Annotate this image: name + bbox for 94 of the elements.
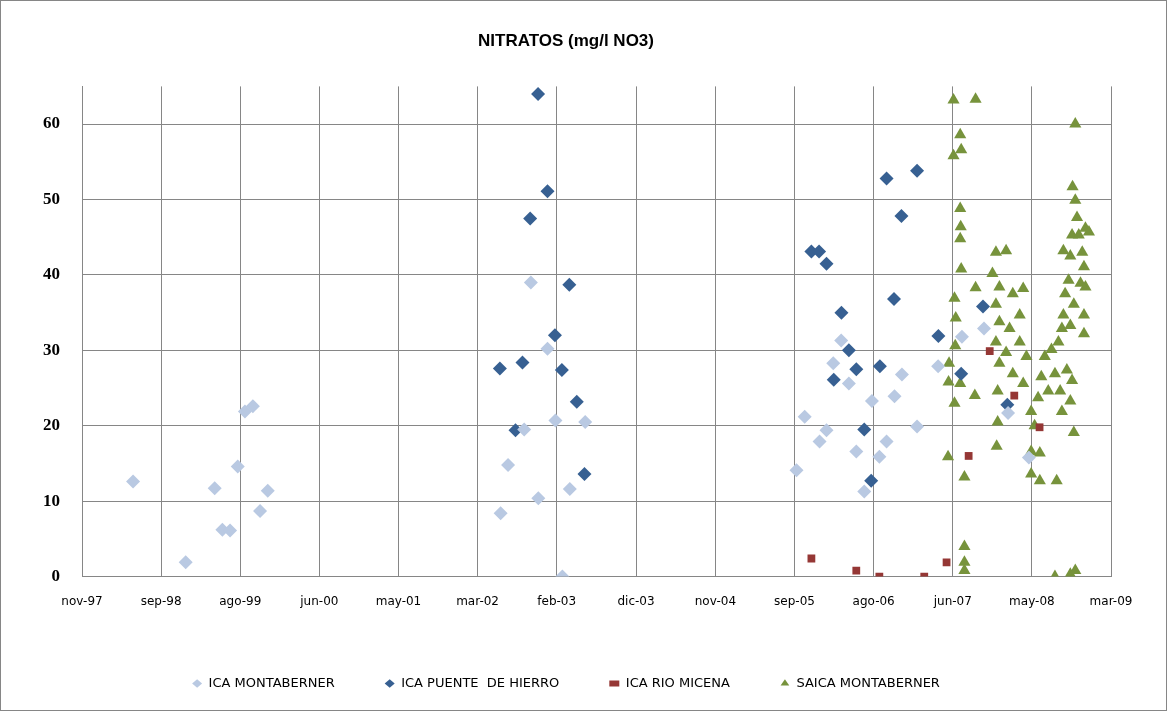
point bbox=[578, 415, 593, 429]
x-tick-label: nov-04 bbox=[694, 593, 737, 608]
x-tick-label: sep-98 bbox=[140, 593, 182, 608]
point bbox=[910, 419, 925, 434]
x-tick-label: may-08 bbox=[1009, 593, 1055, 608]
point bbox=[540, 341, 555, 356]
point bbox=[253, 503, 268, 518]
point bbox=[872, 449, 887, 464]
y-tick-label: 60 bbox=[43, 113, 60, 133]
y-tick-label: 30 bbox=[43, 339, 60, 359]
point bbox=[554, 362, 569, 377]
point bbox=[834, 333, 849, 348]
point bbox=[547, 328, 562, 343]
point bbox=[245, 399, 260, 414]
legend-label: ICA PUENTE DE HIERRO bbox=[401, 674, 560, 690]
x-tick-label: dic-03 bbox=[617, 593, 655, 608]
point bbox=[864, 393, 879, 408]
x-tick-label: ago-06 bbox=[852, 593, 895, 608]
point bbox=[985, 347, 994, 355]
point bbox=[230, 459, 245, 474]
point bbox=[872, 359, 887, 374]
x-tick-label: jun-00 bbox=[299, 593, 339, 608]
point bbox=[1035, 423, 1044, 432]
point bbox=[1021, 450, 1036, 465]
x-tick-label: jun-07 bbox=[932, 593, 972, 608]
point bbox=[894, 367, 909, 382]
x-tick-label: sep-05 bbox=[774, 593, 815, 608]
point bbox=[493, 506, 508, 521]
point bbox=[942, 558, 951, 567]
point bbox=[501, 457, 516, 472]
legend-label: SAICA MONTABERNER bbox=[796, 674, 940, 690]
point bbox=[517, 422, 532, 437]
point bbox=[864, 473, 879, 488]
point bbox=[789, 463, 804, 478]
y-tick-label: 40 bbox=[43, 264, 60, 284]
point bbox=[954, 366, 969, 381]
point bbox=[562, 277, 577, 292]
point bbox=[260, 483, 275, 498]
point bbox=[857, 484, 872, 499]
point bbox=[207, 481, 222, 496]
point bbox=[931, 359, 946, 374]
point bbox=[887, 389, 902, 404]
legend-label: ICA RIO MICENA bbox=[625, 674, 731, 690]
y-tick-label: 50 bbox=[43, 188, 60, 208]
point bbox=[562, 482, 577, 497]
point bbox=[523, 211, 538, 226]
x-tick-label: mar-09 bbox=[1089, 593, 1133, 608]
point bbox=[237, 404, 252, 419]
point bbox=[515, 355, 530, 370]
point bbox=[857, 422, 872, 437]
legend-label: ICA MONTABERNER bbox=[208, 674, 335, 690]
point bbox=[834, 305, 849, 320]
point bbox=[879, 434, 894, 449]
x-tick-label: ago-99 bbox=[219, 593, 262, 608]
point bbox=[954, 329, 969, 344]
point bbox=[826, 356, 841, 371]
point bbox=[540, 184, 555, 199]
point bbox=[841, 376, 856, 391]
point bbox=[977, 321, 992, 336]
point bbox=[1010, 391, 1019, 400]
point bbox=[577, 467, 592, 482]
point bbox=[126, 474, 141, 489]
point bbox=[819, 256, 834, 271]
point bbox=[849, 362, 864, 377]
point bbox=[894, 209, 909, 224]
point bbox=[523, 275, 538, 290]
point bbox=[879, 171, 894, 186]
x-tick-label: nov-97 bbox=[61, 593, 103, 608]
point bbox=[548, 413, 563, 428]
y-tick-label: 0 bbox=[51, 565, 60, 585]
point bbox=[852, 566, 861, 575]
point bbox=[826, 372, 841, 387]
point bbox=[819, 423, 834, 438]
point bbox=[1001, 405, 1016, 420]
point bbox=[910, 163, 925, 178]
point bbox=[178, 555, 193, 570]
point bbox=[812, 434, 827, 449]
chart-title: NITRATOS (mg/l NO3) bbox=[478, 30, 654, 50]
point bbox=[492, 361, 507, 376]
point bbox=[531, 491, 546, 506]
point bbox=[841, 343, 856, 358]
point bbox=[886, 292, 901, 307]
point bbox=[569, 394, 584, 409]
point bbox=[964, 452, 973, 460]
point bbox=[797, 409, 812, 424]
y-tick-label: 20 bbox=[43, 415, 60, 435]
point bbox=[531, 86, 546, 101]
x-tick-label: mar-02 bbox=[456, 593, 499, 608]
x-tick-label: may-01 bbox=[375, 593, 422, 608]
point bbox=[976, 299, 991, 314]
point bbox=[849, 444, 864, 459]
y-tick-label: 10 bbox=[43, 490, 60, 510]
x-tick-label: feb-03 bbox=[537, 593, 577, 608]
point bbox=[931, 329, 946, 344]
